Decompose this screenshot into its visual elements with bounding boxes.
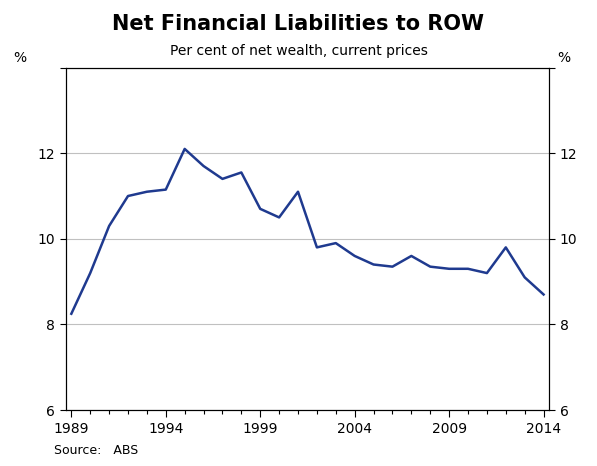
Text: %: % xyxy=(558,51,571,65)
Text: Net Financial Liabilities to ROW: Net Financial Liabilities to ROW xyxy=(112,14,485,34)
Text: %: % xyxy=(13,51,26,65)
Text: Per cent of net wealth, current prices: Per cent of net wealth, current prices xyxy=(170,44,427,58)
Text: Source:   ABS: Source: ABS xyxy=(54,444,138,457)
